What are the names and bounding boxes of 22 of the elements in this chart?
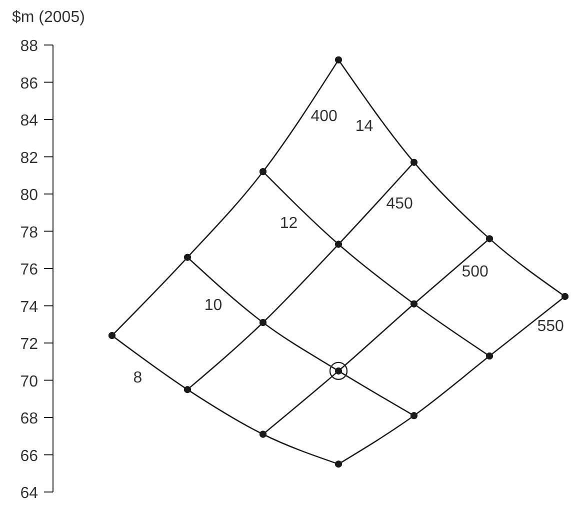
series-label: 400: [310, 108, 338, 125]
y-tick-label: 68: [20, 410, 38, 428]
series-label: 8: [133, 370, 142, 387]
y-tick-label: 70: [20, 373, 38, 390]
y-tick-label: 66: [20, 448, 38, 465]
y-tick-label: 80: [20, 187, 38, 204]
y-tick-label: 78: [20, 224, 38, 242]
y-tick-label: 64: [20, 485, 38, 502]
y-axis-title: $m (2005): [12, 9, 85, 26]
y-tick-label: 88: [20, 38, 38, 55]
y-tick-label: 72: [20, 336, 38, 353]
y-tick-label: 82: [20, 150, 38, 167]
series-label: 500: [462, 263, 489, 280]
y-tick-label: 84: [20, 112, 38, 130]
y-tick-label: 76: [20, 262, 38, 278]
y-tick-label: 74: [20, 298, 38, 316]
series-label: 10: [204, 296, 222, 314]
series-label: 450: [386, 195, 414, 212]
y-tick-label: 86: [20, 75, 38, 92]
series-label: 550: [537, 318, 564, 336]
series-label: 12: [280, 214, 298, 232]
series-label: 14: [355, 118, 374, 136]
